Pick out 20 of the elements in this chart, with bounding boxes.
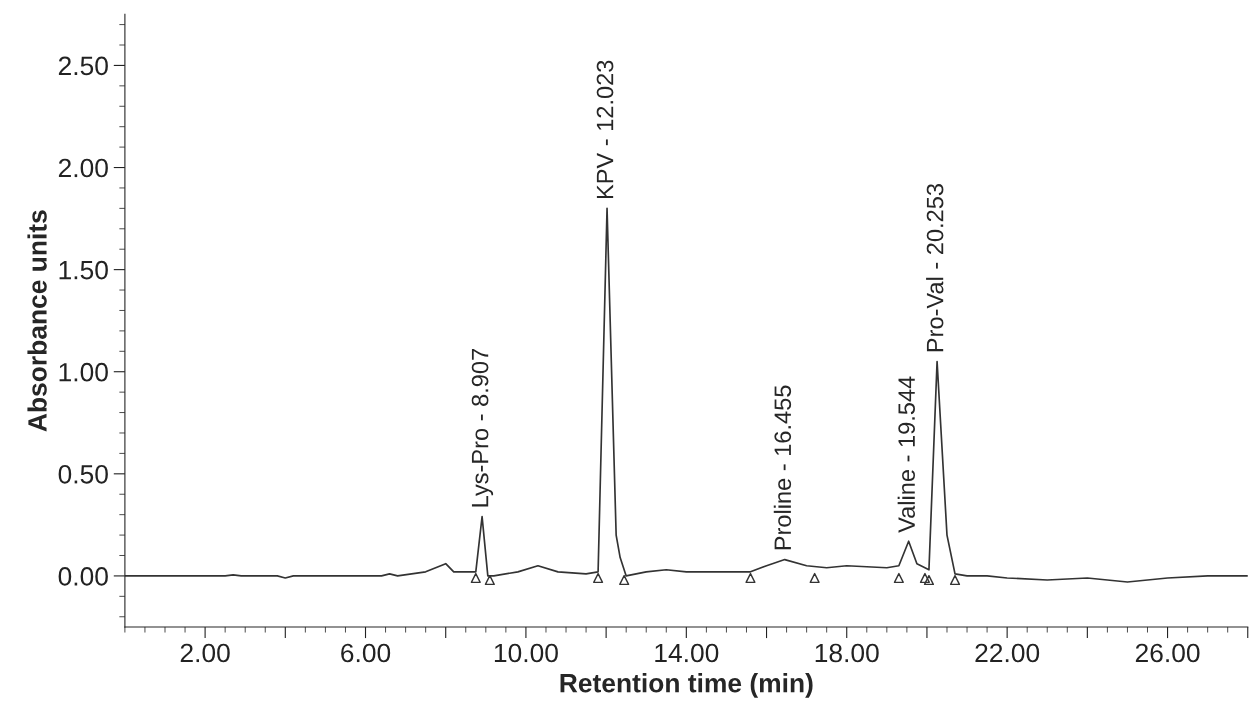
annotation: KPV - 12.023 <box>596 60 614 199</box>
x-tick-label: 14.00 <box>655 643 719 663</box>
y-axis-title: Absorbance units <box>27 210 47 432</box>
y-tick-label: 0.50 <box>58 464 108 484</box>
x-tick-label: 6.00 <box>341 643 391 663</box>
x-tick-label: 10.00 <box>494 643 558 663</box>
y-tick-label: 2.50 <box>58 56 108 76</box>
x-tick-label: 2.00 <box>180 643 230 663</box>
y-tick-label: 0.00 <box>58 567 108 586</box>
annotation: Lys-Pro - 8.907 <box>471 349 494 507</box>
x-tick-label: 22.00 <box>975 643 1040 663</box>
y-tick-label: 2.00 <box>58 158 108 178</box>
annotation: Pro-Val - 20.253 <box>926 184 944 352</box>
annotation: Valine - 19.544 <box>897 376 915 533</box>
y-tick-label: 1.00 <box>59 362 108 382</box>
x-tick-label: 26.00 <box>1135 643 1200 663</box>
x-axis-title: Retention time (min) <box>560 673 813 698</box>
y-tick-label: 1.50 <box>59 260 108 280</box>
annotation: Proline - 16.455 <box>773 385 792 550</box>
x-tick-label: 18.00 <box>815 643 879 663</box>
